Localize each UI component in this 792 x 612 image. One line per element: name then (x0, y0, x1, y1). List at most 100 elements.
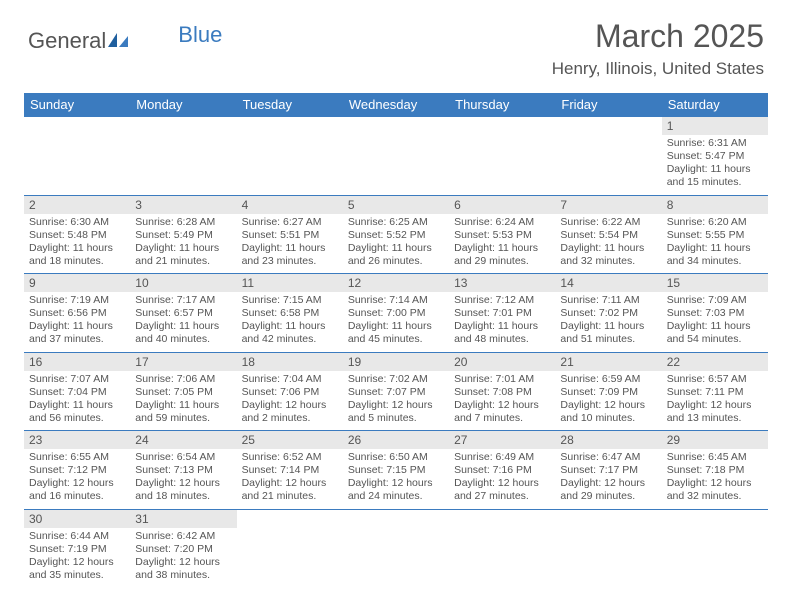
calendar-day-cell: 27Sunrise: 6:49 AMSunset: 7:16 PMDayligh… (449, 431, 555, 510)
day-details: Sunrise: 6:25 AMSunset: 5:52 PMDaylight:… (343, 214, 449, 274)
day-number: 6 (449, 196, 555, 214)
calendar-empty-cell (130, 117, 236, 196)
day-details: Sunrise: 7:09 AMSunset: 7:03 PMDaylight:… (662, 292, 768, 352)
day-number: 16 (24, 353, 130, 371)
day-details: Sunrise: 7:14 AMSunset: 7:00 PMDaylight:… (343, 292, 449, 352)
logo: General Blue (28, 28, 222, 54)
day-details: Sunrise: 6:42 AMSunset: 7:20 PMDaylight:… (130, 528, 236, 588)
calendar-day-cell: 3Sunrise: 6:28 AMSunset: 5:49 PMDaylight… (130, 195, 236, 274)
weekday-header-row: SundayMondayTuesdayWednesdayThursdayFrid… (24, 93, 768, 117)
day-details: Sunrise: 7:06 AMSunset: 7:05 PMDaylight:… (130, 371, 236, 431)
day-number: 21 (555, 353, 661, 371)
calendar-day-cell: 17Sunrise: 7:06 AMSunset: 7:05 PMDayligh… (130, 352, 236, 431)
day-details: Sunrise: 6:45 AMSunset: 7:18 PMDaylight:… (662, 449, 768, 509)
calendar-day-cell: 14Sunrise: 7:11 AMSunset: 7:02 PMDayligh… (555, 274, 661, 353)
calendar-day-cell: 5Sunrise: 6:25 AMSunset: 5:52 PMDaylight… (343, 195, 449, 274)
day-number: 11 (237, 274, 343, 292)
day-number: 22 (662, 353, 768, 371)
day-number: 1 (662, 117, 768, 135)
day-details: Sunrise: 6:55 AMSunset: 7:12 PMDaylight:… (24, 449, 130, 509)
day-number: 13 (449, 274, 555, 292)
day-details: Sunrise: 6:27 AMSunset: 5:51 PMDaylight:… (237, 214, 343, 274)
day-details: Sunrise: 6:59 AMSunset: 7:09 PMDaylight:… (555, 371, 661, 431)
calendar-day-cell: 12Sunrise: 7:14 AMSunset: 7:00 PMDayligh… (343, 274, 449, 353)
day-details: Sunrise: 6:52 AMSunset: 7:14 PMDaylight:… (237, 449, 343, 509)
calendar-day-cell: 20Sunrise: 7:01 AMSunset: 7:08 PMDayligh… (449, 352, 555, 431)
calendar-empty-cell (237, 509, 343, 587)
calendar-empty-cell (555, 117, 661, 196)
calendar-day-cell: 18Sunrise: 7:04 AMSunset: 7:06 PMDayligh… (237, 352, 343, 431)
calendar-day-cell: 16Sunrise: 7:07 AMSunset: 7:04 PMDayligh… (24, 352, 130, 431)
calendar-day-cell: 9Sunrise: 7:19 AMSunset: 6:56 PMDaylight… (24, 274, 130, 353)
weekday-header: Monday (130, 93, 236, 117)
calendar-day-cell: 4Sunrise: 6:27 AMSunset: 5:51 PMDaylight… (237, 195, 343, 274)
day-number: 24 (130, 431, 236, 449)
calendar-day-cell: 21Sunrise: 6:59 AMSunset: 7:09 PMDayligh… (555, 352, 661, 431)
calendar-day-cell: 26Sunrise: 6:50 AMSunset: 7:15 PMDayligh… (343, 431, 449, 510)
calendar-row: 30Sunrise: 6:44 AMSunset: 7:19 PMDayligh… (24, 509, 768, 587)
calendar-day-cell: 25Sunrise: 6:52 AMSunset: 7:14 PMDayligh… (237, 431, 343, 510)
logo-text-blue: Blue (178, 22, 222, 48)
day-details: Sunrise: 6:44 AMSunset: 7:19 PMDaylight:… (24, 528, 130, 588)
calendar-day-cell: 24Sunrise: 6:54 AMSunset: 7:13 PMDayligh… (130, 431, 236, 510)
day-number: 17 (130, 353, 236, 371)
calendar-day-cell: 28Sunrise: 6:47 AMSunset: 7:17 PMDayligh… (555, 431, 661, 510)
calendar-body: 1Sunrise: 6:31 AMSunset: 5:47 PMDaylight… (24, 117, 768, 588)
day-number: 2 (24, 196, 130, 214)
day-details: Sunrise: 7:11 AMSunset: 7:02 PMDaylight:… (555, 292, 661, 352)
day-number: 9 (24, 274, 130, 292)
calendar-empty-cell (449, 509, 555, 587)
calendar-row: 9Sunrise: 7:19 AMSunset: 6:56 PMDaylight… (24, 274, 768, 353)
day-number: 18 (237, 353, 343, 371)
calendar-day-cell: 31Sunrise: 6:42 AMSunset: 7:20 PMDayligh… (130, 509, 236, 587)
calendar-row: 1Sunrise: 6:31 AMSunset: 5:47 PMDaylight… (24, 117, 768, 196)
calendar-day-cell: 6Sunrise: 6:24 AMSunset: 5:53 PMDaylight… (449, 195, 555, 274)
day-details: Sunrise: 6:50 AMSunset: 7:15 PMDaylight:… (343, 449, 449, 509)
calendar-empty-cell (24, 117, 130, 196)
day-details: Sunrise: 6:57 AMSunset: 7:11 PMDaylight:… (662, 371, 768, 431)
weekday-header: Saturday (662, 93, 768, 117)
day-details: Sunrise: 6:31 AMSunset: 5:47 PMDaylight:… (662, 135, 768, 195)
day-number: 15 (662, 274, 768, 292)
calendar-table: SundayMondayTuesdayWednesdayThursdayFrid… (24, 93, 768, 587)
logo-text-general: General (28, 28, 106, 54)
day-details: Sunrise: 6:24 AMSunset: 5:53 PMDaylight:… (449, 214, 555, 274)
calendar-empty-cell (343, 509, 449, 587)
logo-sail-icon (108, 33, 130, 49)
day-number: 5 (343, 196, 449, 214)
weekday-header: Wednesday (343, 93, 449, 117)
day-details: Sunrise: 7:17 AMSunset: 6:57 PMDaylight:… (130, 292, 236, 352)
day-number: 27 (449, 431, 555, 449)
day-number: 3 (130, 196, 236, 214)
calendar-day-cell: 29Sunrise: 6:45 AMSunset: 7:18 PMDayligh… (662, 431, 768, 510)
calendar-day-cell: 15Sunrise: 7:09 AMSunset: 7:03 PMDayligh… (662, 274, 768, 353)
day-details: Sunrise: 6:22 AMSunset: 5:54 PMDaylight:… (555, 214, 661, 274)
calendar-empty-cell (343, 117, 449, 196)
day-number: 23 (24, 431, 130, 449)
day-details: Sunrise: 7:01 AMSunset: 7:08 PMDaylight:… (449, 371, 555, 431)
calendar-row: 23Sunrise: 6:55 AMSunset: 7:12 PMDayligh… (24, 431, 768, 510)
calendar-empty-cell (555, 509, 661, 587)
day-details: Sunrise: 6:28 AMSunset: 5:49 PMDaylight:… (130, 214, 236, 274)
day-details: Sunrise: 6:30 AMSunset: 5:48 PMDaylight:… (24, 214, 130, 274)
calendar-row: 16Sunrise: 7:07 AMSunset: 7:04 PMDayligh… (24, 352, 768, 431)
weekday-header: Friday (555, 93, 661, 117)
weekday-header: Tuesday (237, 93, 343, 117)
calendar-day-cell: 2Sunrise: 6:30 AMSunset: 5:48 PMDaylight… (24, 195, 130, 274)
day-number: 7 (555, 196, 661, 214)
day-number: 12 (343, 274, 449, 292)
day-details: Sunrise: 7:15 AMSunset: 6:58 PMDaylight:… (237, 292, 343, 352)
day-number: 29 (662, 431, 768, 449)
weekday-header: Sunday (24, 93, 130, 117)
calendar-day-cell: 23Sunrise: 6:55 AMSunset: 7:12 PMDayligh… (24, 431, 130, 510)
calendar-day-cell: 19Sunrise: 7:02 AMSunset: 7:07 PMDayligh… (343, 352, 449, 431)
day-number: 20 (449, 353, 555, 371)
day-details: Sunrise: 7:04 AMSunset: 7:06 PMDaylight:… (237, 371, 343, 431)
day-number: 8 (662, 196, 768, 214)
day-number: 4 (237, 196, 343, 214)
day-number: 30 (24, 510, 130, 528)
day-details: Sunrise: 6:54 AMSunset: 7:13 PMDaylight:… (130, 449, 236, 509)
day-details: Sunrise: 7:19 AMSunset: 6:56 PMDaylight:… (24, 292, 130, 352)
calendar-day-cell: 8Sunrise: 6:20 AMSunset: 5:55 PMDaylight… (662, 195, 768, 274)
calendar-day-cell: 13Sunrise: 7:12 AMSunset: 7:01 PMDayligh… (449, 274, 555, 353)
